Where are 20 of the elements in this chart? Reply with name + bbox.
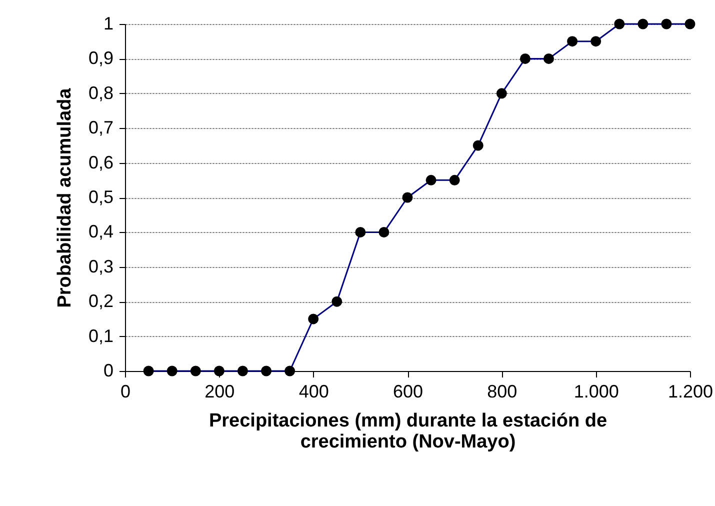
- y-tick-label: 0,9: [88, 48, 114, 68]
- x-tick-label: 600: [392, 382, 424, 402]
- x-tick-label: 1.000: [574, 382, 619, 402]
- x-tick-label: 1.200: [668, 382, 714, 402]
- x-axis-title: Precipitaciones (mm) durante la estación de crecimiento (Nov-Mayo): [208, 410, 608, 452]
- y-tick-label: 0,8: [88, 82, 114, 103]
- y-tick-label: 0,4: [88, 222, 114, 242]
- x-tick-label: 0: [120, 382, 131, 402]
- x-tick-label: 200: [204, 382, 235, 402]
- y-tick-label: 1: [103, 14, 114, 34]
- x-tick-label: 800: [487, 382, 518, 402]
- y-tick-label: 0,1: [88, 326, 114, 346]
- y-tick-label: 0,6: [88, 152, 114, 172]
- y-tick-label: 0,3: [88, 256, 114, 276]
- y-tick-label: 0,7: [88, 118, 114, 138]
- y-axis-title: Probabilidad acumulada: [54, 88, 76, 308]
- y-tick-label: 0: [103, 360, 114, 380]
- x-tick-label: 400: [298, 382, 329, 402]
- y-tick-label: 0,2: [88, 291, 114, 312]
- y-tick-label: 0,5: [88, 187, 114, 207]
